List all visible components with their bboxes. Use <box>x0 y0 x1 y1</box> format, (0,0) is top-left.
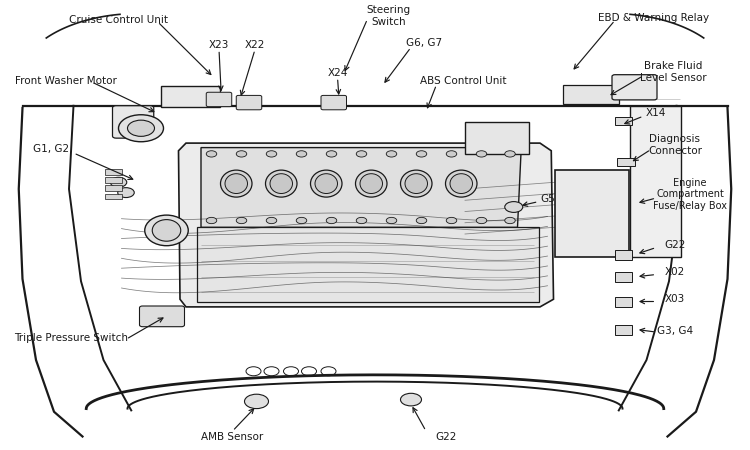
Ellipse shape <box>360 174 382 194</box>
Text: Diagnosis
Connector: Diagnosis Connector <box>648 134 702 156</box>
FancyBboxPatch shape <box>612 75 657 100</box>
FancyBboxPatch shape <box>112 106 154 138</box>
Ellipse shape <box>220 170 252 197</box>
Circle shape <box>476 217 487 224</box>
Circle shape <box>236 151 247 157</box>
Circle shape <box>505 217 515 224</box>
Circle shape <box>326 217 337 224</box>
Text: AMB Sensor: AMB Sensor <box>201 432 264 441</box>
Circle shape <box>118 115 164 142</box>
Text: G22: G22 <box>664 240 686 250</box>
Text: X02: X02 <box>664 267 686 277</box>
Ellipse shape <box>310 170 342 197</box>
Circle shape <box>266 217 277 224</box>
Polygon shape <box>178 143 554 307</box>
Circle shape <box>386 151 397 157</box>
Text: Front Washer Motor: Front Washer Motor <box>15 76 117 86</box>
Ellipse shape <box>270 174 292 194</box>
Text: G22: G22 <box>436 432 457 441</box>
Circle shape <box>128 120 154 136</box>
Text: X03: X03 <box>664 294 686 304</box>
Ellipse shape <box>152 220 181 241</box>
Circle shape <box>416 151 427 157</box>
Text: G6, G7: G6, G7 <box>406 38 442 48</box>
Ellipse shape <box>315 174 338 194</box>
Ellipse shape <box>266 170 297 197</box>
Text: Engine
Compartment
Fuse/Relay Box: Engine Compartment Fuse/Relay Box <box>653 178 727 211</box>
FancyBboxPatch shape <box>105 177 122 183</box>
Text: Cruise Control Unit: Cruise Control Unit <box>69 15 168 25</box>
Ellipse shape <box>450 174 472 194</box>
Circle shape <box>476 151 487 157</box>
Ellipse shape <box>400 170 432 197</box>
FancyBboxPatch shape <box>140 306 184 327</box>
Text: Triple Pressure Switch: Triple Pressure Switch <box>14 333 128 343</box>
FancyBboxPatch shape <box>615 272 632 282</box>
FancyBboxPatch shape <box>615 325 632 335</box>
FancyBboxPatch shape <box>555 170 628 257</box>
Circle shape <box>296 151 307 157</box>
Circle shape <box>446 151 457 157</box>
Text: X14: X14 <box>646 108 667 118</box>
Ellipse shape <box>356 170 387 197</box>
Text: Brake Fluid
Level Sensor: Brake Fluid Level Sensor <box>640 61 706 83</box>
Circle shape <box>386 217 397 224</box>
FancyBboxPatch shape <box>105 185 122 191</box>
Ellipse shape <box>405 174 427 194</box>
Circle shape <box>236 217 247 224</box>
FancyBboxPatch shape <box>161 86 220 107</box>
FancyBboxPatch shape <box>465 122 529 154</box>
Circle shape <box>110 177 127 187</box>
Polygon shape <box>196 227 538 302</box>
Ellipse shape <box>446 170 477 197</box>
FancyBboxPatch shape <box>615 297 632 307</box>
Circle shape <box>505 151 515 157</box>
Text: X22: X22 <box>244 40 266 50</box>
Polygon shape <box>201 148 521 227</box>
Circle shape <box>206 217 217 224</box>
FancyBboxPatch shape <box>562 85 619 104</box>
FancyBboxPatch shape <box>105 194 122 199</box>
FancyBboxPatch shape <box>615 250 632 260</box>
Circle shape <box>206 151 217 157</box>
Circle shape <box>266 151 277 157</box>
Ellipse shape <box>225 174 248 194</box>
Text: EBD & Warning Relay: EBD & Warning Relay <box>598 13 709 23</box>
Text: G1, G2: G1, G2 <box>33 144 69 154</box>
FancyBboxPatch shape <box>321 95 346 110</box>
Text: G5: G5 <box>540 194 555 204</box>
Text: G3, G4: G3, G4 <box>657 326 693 336</box>
FancyBboxPatch shape <box>615 117 632 125</box>
FancyBboxPatch shape <box>236 95 262 110</box>
Ellipse shape <box>145 215 188 246</box>
Circle shape <box>446 217 457 224</box>
Circle shape <box>118 188 134 198</box>
FancyBboxPatch shape <box>105 169 122 175</box>
Circle shape <box>296 217 307 224</box>
Circle shape <box>505 202 523 212</box>
Text: ABS Control Unit: ABS Control Unit <box>420 76 507 86</box>
Circle shape <box>400 393 422 406</box>
Circle shape <box>326 151 337 157</box>
Circle shape <box>416 217 427 224</box>
Circle shape <box>244 394 268 409</box>
Circle shape <box>356 151 367 157</box>
Text: Steering
Switch: Steering Switch <box>367 5 410 27</box>
Polygon shape <box>630 106 681 257</box>
FancyBboxPatch shape <box>206 92 232 107</box>
Circle shape <box>356 217 367 224</box>
Text: X23: X23 <box>209 40 230 50</box>
FancyBboxPatch shape <box>616 158 635 166</box>
Text: X24: X24 <box>327 68 348 78</box>
